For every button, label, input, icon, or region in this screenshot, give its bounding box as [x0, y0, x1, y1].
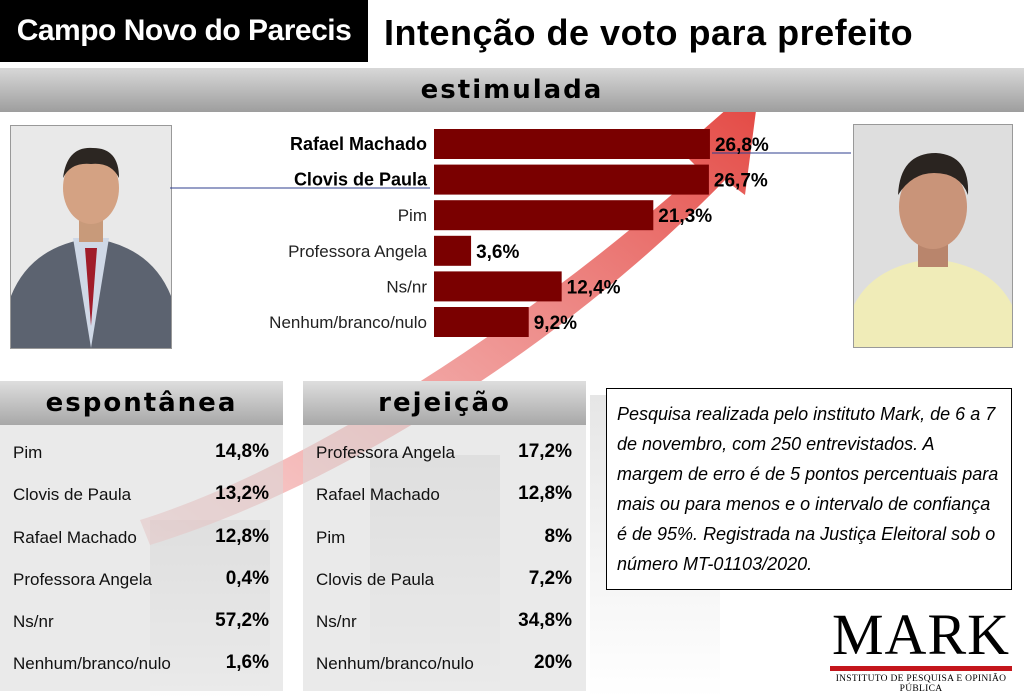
- bar-3: [434, 235, 472, 266]
- table-row: Ns/nr 34,8%: [303, 600, 586, 642]
- rejeicao-panel: rejeição Professora Angela 17,2% Rafael M…: [303, 381, 586, 691]
- table-row: Pim 8%: [303, 516, 586, 558]
- table-row: Pim 14,8%: [0, 431, 283, 473]
- value-label: 21,3%: [658, 206, 712, 227]
- category-label: Pim: [398, 206, 427, 225]
- value-label: 3,6%: [476, 242, 519, 263]
- row-value: 1,6%: [225, 652, 269, 674]
- table-row: Clovis de Paula 7,2%: [303, 558, 586, 600]
- bar-2: [434, 200, 654, 231]
- row-name: Nenhum/branco/nulo: [13, 654, 171, 674]
- logo-accent-line: [830, 666, 1012, 671]
- estimulada-bar-chart: Rafael Machado 26,8% Clovis de Paula 26,7% P…: [170, 129, 851, 337]
- row-name: Clovis de Paula: [13, 485, 132, 505]
- bar-4: [434, 271, 562, 302]
- espontanea-table: Pim 14,8% Clovis de Paula 13,2% Rafael Mac…: [0, 425, 283, 691]
- category-label: Rafael Machado: [290, 134, 427, 154]
- row-value: 17,2%: [518, 441, 572, 462]
- row-name: Clovis de Paula: [316, 569, 435, 589]
- row-name: Rafael Machado: [316, 485, 440, 505]
- table-row: Clovis de Paula 13,2%: [0, 473, 283, 515]
- rejeicao-table: Professora Angela 17,2% Rafael Machado 12,…: [303, 425, 586, 691]
- bar-5: [434, 307, 529, 337]
- row-name: Pim: [13, 443, 43, 462]
- candidate-photo-icon: [10, 125, 172, 349]
- category-label: Clovis de Paula: [294, 170, 428, 190]
- bar-1: [434, 164, 709, 195]
- page-title: Intenção de voto para prefeito: [384, 12, 914, 53]
- table-row: Rafael Machado 12,8%: [303, 473, 586, 515]
- rejeicao-title: rejeição: [303, 381, 586, 425]
- value-label: 12,4%: [567, 277, 621, 298]
- candidate-photo-icon: [853, 124, 1013, 348]
- category-label: Nenhum/branco/nulo: [269, 313, 427, 332]
- row-value: 20%: [533, 652, 572, 674]
- methodology-note: Pesquisa realizada pelo instituto Mark, …: [606, 388, 1012, 590]
- row-value: 12,8%: [518, 483, 572, 505]
- row-name: Professora Angela: [13, 569, 152, 589]
- table-row: Professora Angela 17,2%: [303, 431, 586, 473]
- value-label: 26,8%: [715, 135, 769, 156]
- logo-name: MARK: [831, 602, 1011, 667]
- table-row: Rafael Machado 12,8%: [0, 516, 283, 558]
- bar-0: [434, 129, 710, 159]
- row-value: 7,2%: [528, 567, 572, 589]
- table-row: Ns/nr 57,2%: [0, 600, 283, 642]
- row-value: 12,8%: [215, 525, 269, 547]
- row-value: 13,2%: [215, 483, 269, 505]
- row-value: 0,4%: [225, 567, 269, 589]
- mark-logo: MARK INSTITUTO DE PESQUISA E OPINIÃO PÚB…: [828, 602, 1014, 694]
- row-value: 57,2%: [215, 610, 269, 632]
- logo-subtitle: INSTITUTO DE PESQUISA E OPINIÃO PÚBLICA: [835, 674, 1007, 694]
- row-name: Ns/nr: [13, 612, 54, 632]
- table-row: Professora Angela 0,4%: [0, 558, 283, 600]
- row-name: Nenhum/branco/nulo: [316, 654, 474, 674]
- row-value: 14,8%: [215, 441, 269, 462]
- category-label: Ns/nr: [386, 277, 427, 296]
- row-value: 8%: [544, 525, 572, 547]
- espontanea-title: espontânea: [0, 381, 283, 425]
- table-row: Nenhum/branco/nulo 1,6%: [0, 642, 283, 684]
- row-name: Professora Angela: [316, 443, 455, 462]
- chart-title: estimulada: [420, 75, 604, 105]
- row-name: Pim: [316, 527, 346, 547]
- category-label: Professora Angela: [288, 242, 427, 261]
- espontanea-panel: espontânea Pim 14,8% Clovis de Paula 13,2%…: [0, 381, 283, 691]
- value-label: 9,2%: [534, 313, 577, 334]
- row-name: Rafael Machado: [13, 527, 137, 547]
- row-value: 34,8%: [518, 610, 572, 632]
- row-name: Ns/nr: [316, 612, 357, 632]
- value-label: 26,7%: [714, 171, 768, 192]
- table-row: Nenhum/branco/nulo 20%: [303, 642, 586, 684]
- city-title: Campo Novo do Parecis: [0, 0, 368, 62]
- chart-title-bar: estimulada: [0, 68, 1024, 112]
